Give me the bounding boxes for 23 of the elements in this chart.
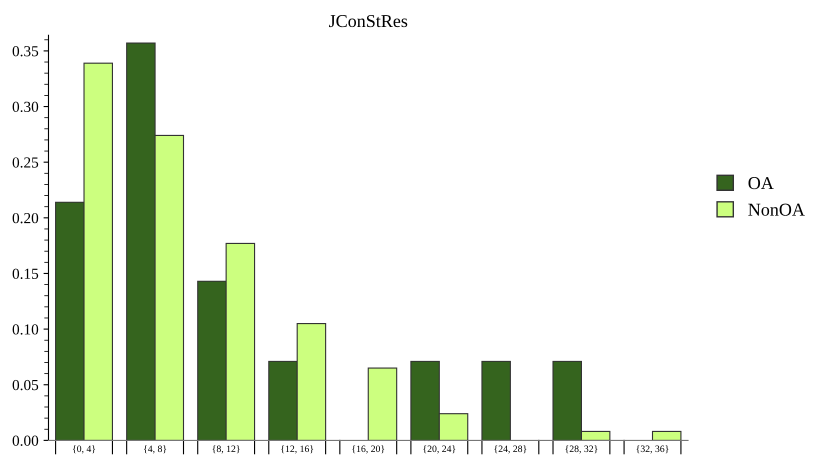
- bar: [481, 360, 511, 440]
- x-tick-label: {24, 28}: [494, 445, 526, 454]
- bar: [368, 368, 398, 440]
- x-tick-label: {32, 36}: [636, 445, 668, 454]
- y-tick-label: 0.10: [12, 324, 38, 335]
- chart-title: JConStRes: [329, 15, 408, 28]
- y-tick-label: 0.35: [12, 46, 38, 56]
- x-tick-label: {0, 4}: [72, 445, 96, 454]
- x-tick-label: {20, 24}: [423, 445, 456, 454]
- y-tick-label: 0.00: [12, 436, 38, 446]
- x-tick-label: {16, 20}: [352, 445, 384, 454]
- y-tick-label: 0.25: [12, 157, 38, 168]
- y-tick-label: 0.05: [12, 380, 38, 390]
- x-tick-label: {8, 12}: [212, 445, 240, 454]
- x-tick-label: {28, 32}: [566, 445, 598, 454]
- y-tick-label: 0.15: [12, 268, 38, 279]
- y-tick-label: 0.20: [12, 212, 38, 224]
- x-tick-label: {12, 16}: [281, 445, 314, 454]
- legend-label: NonOA: [748, 204, 805, 216]
- x-tick-label: {4, 8}: [144, 445, 166, 454]
- legend-label: OA: [748, 177, 774, 190]
- y-tick-label: 0.30: [12, 102, 38, 112]
- bar: [652, 430, 682, 440]
